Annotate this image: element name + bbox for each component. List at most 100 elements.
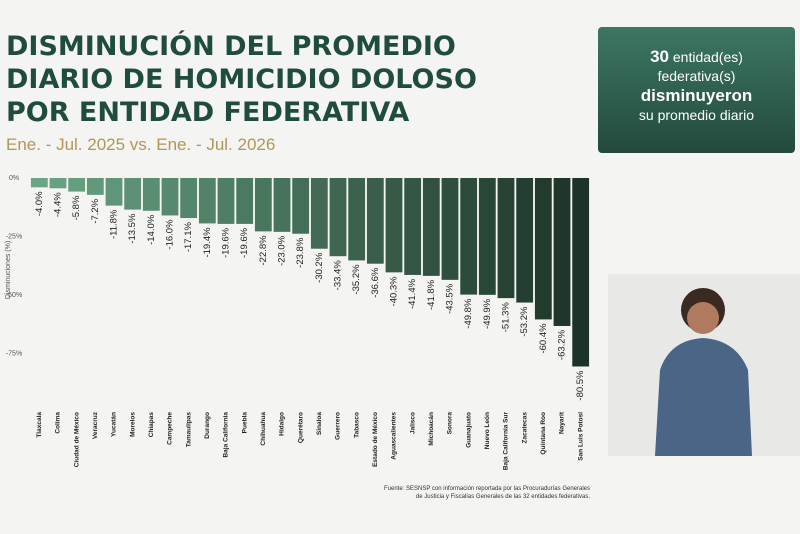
bar bbox=[105, 178, 123, 206]
x-tick-label: Baja California Sur bbox=[503, 412, 510, 471]
y-axis-label: Disminuciones (%) bbox=[5, 241, 12, 299]
x-tick-label: Guanajuato bbox=[465, 412, 472, 448]
bar bbox=[292, 178, 310, 234]
value-label: -63.2% bbox=[557, 329, 568, 360]
value-label: -19.6% bbox=[239, 227, 250, 258]
callout-number: 30 bbox=[650, 47, 669, 66]
bar bbox=[441, 178, 459, 280]
y-tick-label: -75% bbox=[6, 350, 22, 357]
value-label: -17.1% bbox=[183, 221, 194, 252]
bar bbox=[422, 178, 440, 276]
value-label: -49.9% bbox=[482, 298, 493, 329]
x-tick-label: Tabasco bbox=[353, 412, 360, 438]
bar bbox=[516, 178, 534, 303]
x-tick-label: Hidalgo bbox=[279, 412, 286, 436]
y-tick-label: -25% bbox=[6, 233, 22, 240]
value-label: -23.0% bbox=[277, 235, 288, 266]
value-label: -43.5% bbox=[445, 283, 456, 314]
bar bbox=[348, 178, 366, 261]
value-label: -41.8% bbox=[426, 279, 437, 310]
value-label: -36.6% bbox=[370, 267, 381, 298]
bar bbox=[553, 178, 571, 326]
x-tick-label: Querétaro bbox=[297, 412, 304, 443]
callout-text: federativa(s) bbox=[657, 68, 736, 84]
value-label: -22.8% bbox=[258, 235, 269, 266]
bar bbox=[142, 178, 160, 211]
value-label: -51.3% bbox=[501, 302, 512, 333]
bar bbox=[385, 178, 403, 273]
bar bbox=[180, 178, 198, 219]
x-tick-label: Durango bbox=[204, 412, 211, 439]
bar bbox=[198, 178, 216, 224]
bar bbox=[217, 178, 235, 224]
value-label: -16.0% bbox=[165, 219, 176, 250]
callout-text: su promedio diario bbox=[638, 107, 755, 123]
callout-text: disminuyeron bbox=[640, 86, 753, 105]
y-tick-label: 0% bbox=[9, 175, 19, 182]
value-label: -33.4% bbox=[333, 260, 344, 291]
x-tick-label: Ciudad de México bbox=[73, 412, 80, 467]
x-tick-label: Puebla bbox=[241, 412, 248, 434]
bar bbox=[161, 178, 179, 216]
source-note: de Justicia y Fiscalías Generales de las… bbox=[416, 494, 590, 500]
bar bbox=[478, 178, 496, 295]
x-tick-label: Chiapas bbox=[148, 412, 155, 438]
value-label: -53.2% bbox=[519, 306, 530, 337]
bar bbox=[86, 178, 104, 195]
bar bbox=[30, 178, 48, 188]
bar bbox=[68, 178, 86, 192]
x-tick-label: Aguascalientes bbox=[391, 412, 398, 460]
subtitle: Ene. - Jul. 2025 vs. Ene. - Jul. 2026 bbox=[6, 135, 275, 154]
x-tick-label: Colima bbox=[55, 412, 62, 434]
x-tick-label: San Luis Potosí bbox=[577, 412, 584, 461]
value-label: -4.0% bbox=[34, 191, 45, 216]
x-tick-label: Tamaulipas bbox=[185, 412, 192, 448]
body bbox=[655, 338, 752, 456]
value-label: -19.6% bbox=[221, 227, 232, 258]
bar bbox=[236, 178, 254, 224]
value-label: -35.2% bbox=[351, 264, 362, 295]
title-line: DIARIO DE HOMICIDIO DOLOSO bbox=[6, 64, 477, 95]
value-label: -23.8% bbox=[295, 237, 306, 268]
bar bbox=[460, 178, 478, 295]
title-line: DISMINUCIÓN DEL PROMEDIO bbox=[6, 30, 456, 62]
bar bbox=[366, 178, 384, 264]
bar bbox=[124, 178, 142, 210]
value-label: -14.0% bbox=[146, 214, 157, 245]
callout: 30 entidad(es) federativa(s) disminuyero… bbox=[598, 27, 795, 153]
source-note: Fuente: SESNSP con información reportada… bbox=[384, 486, 590, 492]
value-label: -80.5% bbox=[575, 370, 586, 401]
x-tick-label: Baja California bbox=[223, 412, 230, 458]
bar bbox=[254, 178, 272, 232]
value-label: -41.4% bbox=[407, 278, 418, 309]
bar bbox=[572, 178, 590, 367]
bar bbox=[534, 178, 552, 320]
value-label: -30.2% bbox=[314, 252, 325, 283]
y-tick-label: -50% bbox=[6, 292, 22, 299]
value-label: -60.4% bbox=[538, 323, 549, 354]
x-tick-label: Michoacán bbox=[428, 412, 435, 446]
interpreter-video bbox=[608, 274, 800, 456]
value-label: -4.4% bbox=[53, 192, 64, 217]
x-tick-label: Yucatán bbox=[111, 412, 118, 437]
x-tick-label: Morelos bbox=[129, 412, 136, 437]
title-line: POR ENTIDAD FEDERATIVA bbox=[6, 97, 409, 128]
value-label: -19.4% bbox=[202, 227, 213, 258]
x-tick-label: Tlaxcala bbox=[36, 412, 43, 438]
face bbox=[687, 302, 719, 334]
value-label: -40.3% bbox=[389, 276, 400, 307]
x-tick-label: Zacatecas bbox=[521, 412, 528, 444]
x-tick-label: Nuevo León bbox=[484, 412, 491, 449]
value-label: -49.8% bbox=[463, 298, 474, 329]
x-tick-label: Jalisco bbox=[409, 412, 416, 434]
x-tick-label: Guerrero bbox=[335, 412, 342, 440]
x-tick-label: Campeche bbox=[167, 412, 174, 445]
value-label: -11.8% bbox=[109, 209, 120, 239]
x-tick-label: Sonora bbox=[447, 412, 454, 435]
value-label: -13.5% bbox=[127, 213, 138, 244]
bar bbox=[329, 178, 347, 257]
x-tick-label: Sinaloa bbox=[316, 412, 323, 436]
x-tick-label: Nayarit bbox=[559, 411, 566, 434]
